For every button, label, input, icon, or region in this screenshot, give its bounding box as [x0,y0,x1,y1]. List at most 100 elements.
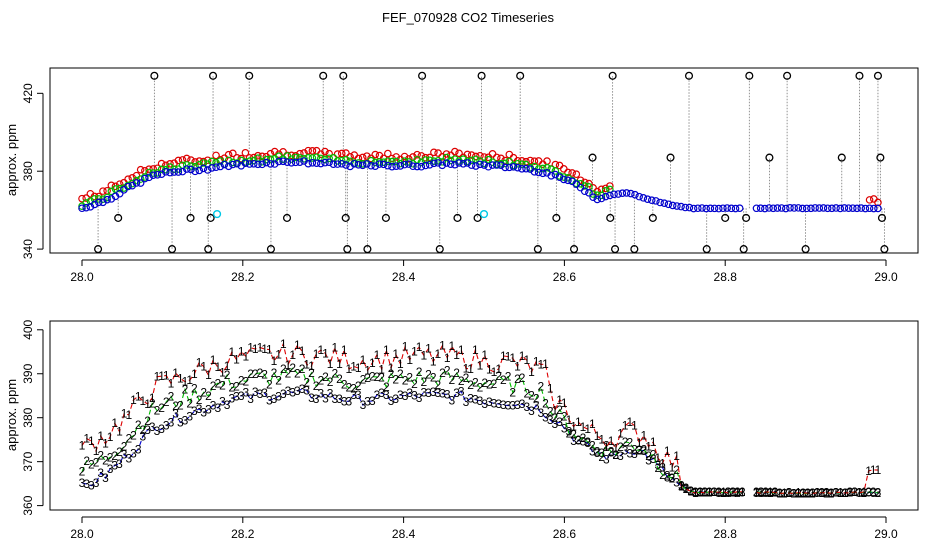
series-1-label: 1 [626,415,633,429]
green-marker [589,190,597,198]
blue-marker [141,174,149,183]
red-marker [275,150,283,158]
series-3-label: 3 [420,385,427,399]
x-tick-label: 28.8 [714,527,738,540]
series-3-label: 3 [519,397,526,411]
series-2-label: 2 [149,396,156,410]
series-1-label: 1 [837,485,844,499]
blue-marker [505,163,514,172]
blue-marker [413,162,421,171]
series-1-label: 1 [360,353,367,367]
series-1-label: 1 [214,360,221,374]
green-marker [132,176,141,185]
series-3-label: 3 [659,461,666,475]
blue-marker [555,173,564,182]
red-marker [224,150,233,159]
green-marker [438,158,447,166]
series-1-label: 1 [594,429,601,443]
black-marker [666,153,675,162]
series-3-label: 3 [622,444,629,458]
series-2-label: 2 [107,450,114,464]
x-tick-label: 28.4 [392,270,416,284]
series-1-label: 1 [491,365,498,379]
series-2-label: 2 [111,449,118,463]
series-1-label: 1 [88,434,95,448]
series-1-label: 1 [715,485,722,499]
series-2-label: 2 [500,373,507,387]
series-3-label: 3 [374,388,381,402]
series-1-label: 1 [116,425,123,439]
red-marker [606,182,614,190]
series-3-label: 3 [172,406,179,420]
red-marker [530,157,539,166]
series-2-label: 2 [327,375,334,389]
series-2-label: 2 [650,448,657,462]
x-tick-label: 29.0 [874,270,898,284]
x-tick-label: 28.2 [231,527,255,540]
series-2-label: 2 [655,461,662,475]
top-axes: 28.0 28.2 28.4 28.6 28.8 29.0 340 380 420 [21,83,898,284]
series-2-label: 2 [299,362,306,376]
red-marker [178,156,187,164]
series-3-label: 3 [322,391,329,405]
blue-marker [643,195,652,203]
blue-marker [685,203,694,212]
series-3-label: 3 [200,406,207,420]
series-3-label: 3 [219,395,226,409]
red-marker [467,151,476,159]
blue-marker [773,204,782,212]
blue-marker [342,161,350,169]
series-2-label: 2 [875,486,882,500]
series-3-label: 3 [116,457,123,471]
red-marker [413,150,421,159]
blue-marker [316,159,325,168]
blue-marker [220,160,229,169]
blue-marker [530,168,539,176]
blue-marker [836,204,845,213]
blue-marker [384,161,392,170]
series-1-label: 1 [402,340,409,354]
blue-marker [522,164,530,173]
series-1-label: 1 [753,485,760,499]
series-1-label: 1 [566,413,573,427]
series-2-label: 2 [701,485,708,499]
series-2-label: 2 [416,365,423,379]
series-1-label: 1 [533,354,540,368]
series-2-label: 2 [444,364,451,378]
series-3-label: 3 [303,383,310,397]
series-2-label: 2 [257,366,264,380]
series-2-label: 2 [140,423,147,437]
blue-marker [626,189,635,198]
series-3-label: 3 [589,445,596,459]
blue-marker [828,204,836,213]
series-2-label: 2 [355,379,362,393]
red-marker [111,182,120,191]
red-marker [266,149,275,158]
series-1-label: 1 [861,485,868,499]
series-2-label: 2 [542,397,549,411]
blue-marker [249,159,258,168]
red-marker [90,192,99,201]
series-1-label: 1 [828,486,835,500]
series-2-label: 2 [196,393,203,407]
blue-marker [233,159,241,168]
green-marker [476,157,484,165]
series-3-label: 3 [814,486,821,500]
series-3-label: 3 [83,477,90,491]
blue-marker [216,162,225,171]
series-3-label: 3 [870,486,877,500]
blue-marker [731,204,740,213]
y-tick-label: 370 [21,451,35,471]
series-1-label: 1 [509,351,516,365]
green-marker [597,191,606,200]
red-marker [865,196,874,204]
black-marker [801,245,810,254]
series-2-label: 2 [228,381,235,395]
series-3-label: 3 [280,387,287,401]
series-3-label: 3 [491,397,498,411]
series-3-label: 3 [570,434,577,448]
series-1-label: 1 [107,430,114,444]
series-2-label: 2 [214,376,221,390]
series-1-label: 1 [158,369,165,383]
y-tick-label: 400 [21,319,35,339]
